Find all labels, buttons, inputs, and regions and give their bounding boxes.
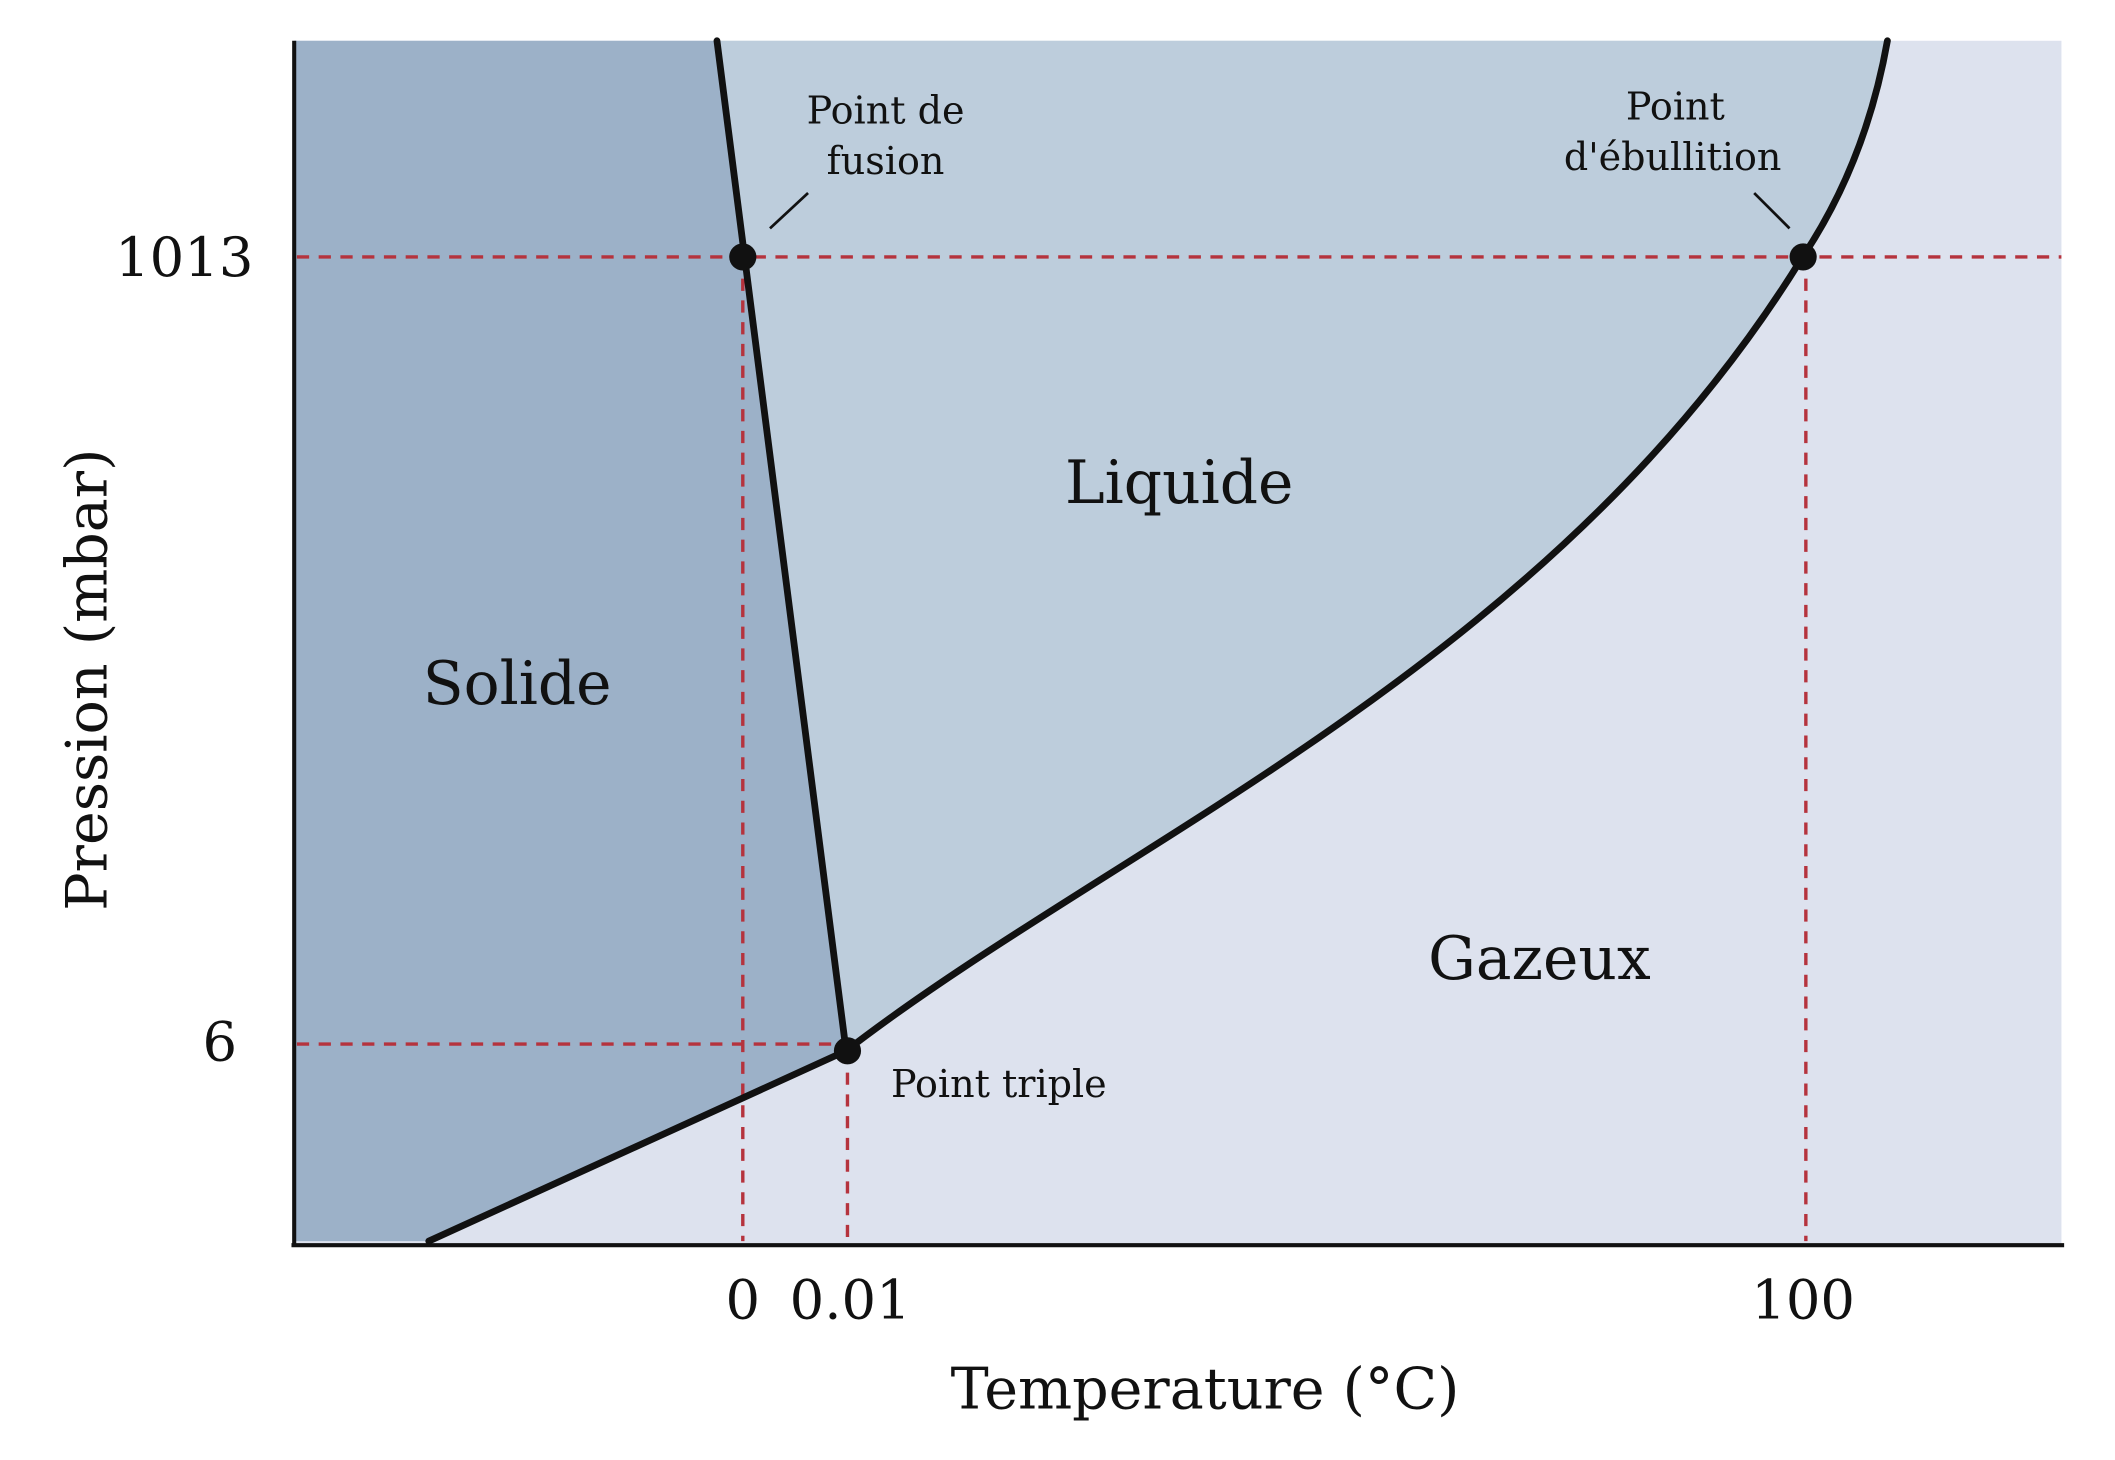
solid-label: Solide <box>423 649 612 719</box>
guide-lines <box>296 255 2062 1242</box>
solid-region <box>294 40 847 1242</box>
x-axis-title: Temperature (°C) <box>951 1356 1460 1422</box>
sublimation-curve <box>425 1047 850 1245</box>
y-tick-1013: 1013 <box>115 226 253 289</box>
fusion-curve <box>713 37 850 1055</box>
liquid-region <box>716 40 1888 1051</box>
y-axis-title: Pression (mbar) <box>55 449 121 911</box>
boiling-label-line2: d'ébullition <box>1564 135 1782 179</box>
vaporization-curve <box>842 37 1891 1055</box>
fusion-label-line1: Point de <box>807 89 965 133</box>
liquid-label: Liquide <box>1065 448 1293 518</box>
x-tick-0-01: 0.01 <box>790 1269 911 1332</box>
boiling-label-line1: Point <box>1626 85 1725 129</box>
gas-label: Gazeux <box>1428 924 1651 994</box>
y-tick-6: 6 <box>203 1010 238 1073</box>
leader-lines <box>769 192 1791 230</box>
triple-point-label: Point triple <box>891 1062 1107 1106</box>
fusion-point-marker <box>729 243 757 271</box>
boiling-point-marker <box>1789 243 1817 271</box>
x-tick-100: 100 <box>1751 1269 1855 1332</box>
fusion-label-line2: fusion <box>827 139 945 183</box>
fusion-leader <box>769 192 809 230</box>
x-tick-0: 0 <box>726 1269 761 1332</box>
axes <box>291 40 2065 1248</box>
phase-boundaries <box>425 37 1891 1245</box>
triple-point-marker <box>833 1037 862 1065</box>
boiling-leader <box>1753 192 1791 230</box>
